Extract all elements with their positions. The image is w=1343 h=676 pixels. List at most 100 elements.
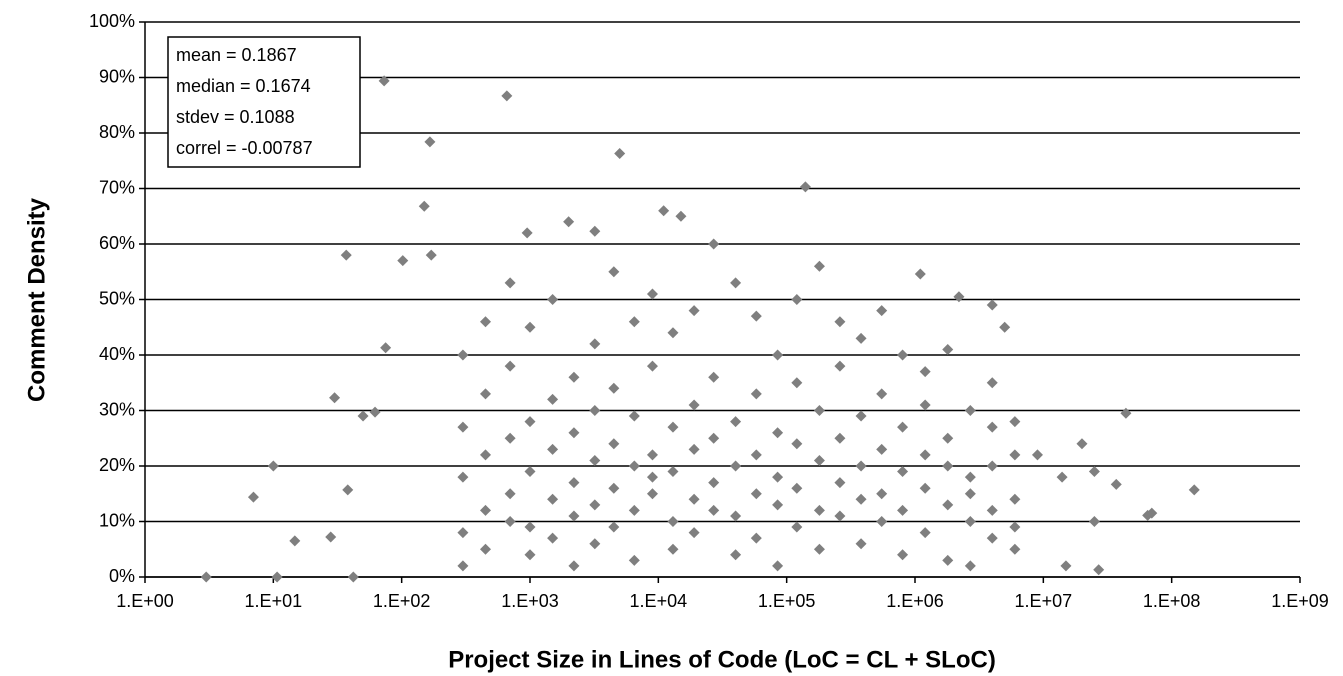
point bbox=[646, 288, 658, 300]
point bbox=[750, 488, 762, 500]
point bbox=[791, 482, 803, 494]
point bbox=[914, 268, 926, 280]
point bbox=[628, 316, 640, 328]
point bbox=[271, 571, 283, 583]
point bbox=[589, 225, 601, 237]
point bbox=[876, 305, 888, 317]
point bbox=[589, 454, 601, 466]
y-tick-label: 90% bbox=[99, 66, 135, 86]
point bbox=[200, 571, 212, 583]
point bbox=[457, 421, 469, 433]
point bbox=[688, 443, 700, 455]
point bbox=[897, 466, 909, 478]
point bbox=[919, 482, 931, 494]
point bbox=[1031, 449, 1043, 461]
point bbox=[834, 477, 846, 489]
point bbox=[897, 421, 909, 433]
point bbox=[730, 510, 742, 522]
point bbox=[479, 543, 491, 555]
point bbox=[855, 410, 867, 422]
point bbox=[1088, 466, 1100, 478]
point bbox=[1110, 478, 1122, 490]
point bbox=[799, 181, 811, 193]
y-tick-label: 70% bbox=[99, 177, 135, 197]
point bbox=[547, 443, 559, 455]
y-tick-label: 30% bbox=[99, 399, 135, 419]
point bbox=[919, 366, 931, 378]
point bbox=[999, 321, 1011, 333]
point bbox=[646, 449, 658, 461]
point bbox=[667, 516, 679, 527]
y-tick-label: 40% bbox=[99, 344, 135, 364]
point bbox=[750, 532, 762, 544]
point bbox=[986, 299, 998, 311]
point bbox=[628, 554, 640, 566]
point bbox=[568, 510, 580, 522]
point bbox=[834, 316, 846, 328]
point bbox=[369, 406, 381, 418]
point bbox=[340, 249, 352, 261]
point bbox=[589, 538, 601, 550]
point bbox=[504, 432, 516, 444]
point bbox=[1093, 564, 1105, 576]
x-tick-label: 1.E+05 bbox=[758, 591, 816, 611]
point bbox=[855, 493, 867, 505]
point bbox=[897, 504, 909, 516]
point bbox=[675, 210, 687, 222]
point bbox=[688, 399, 700, 411]
point bbox=[457, 349, 469, 361]
point bbox=[964, 488, 976, 500]
point bbox=[772, 499, 784, 511]
point bbox=[919, 449, 931, 461]
point bbox=[688, 527, 700, 539]
point bbox=[1076, 438, 1088, 450]
point bbox=[547, 532, 559, 544]
stats-text: median = 0.1674 bbox=[176, 76, 311, 96]
point bbox=[1088, 516, 1100, 527]
point bbox=[1146, 507, 1158, 519]
point bbox=[750, 310, 762, 322]
x-axis-title: Project Size in Lines of Code (LoC = CL … bbox=[448, 646, 996, 673]
point bbox=[942, 499, 954, 511]
point bbox=[378, 75, 390, 87]
point bbox=[942, 460, 954, 472]
point bbox=[521, 227, 533, 239]
point bbox=[667, 466, 679, 478]
point bbox=[479, 504, 491, 516]
point bbox=[646, 488, 658, 500]
x-tick-label: 1.E+03 bbox=[501, 591, 559, 611]
point bbox=[708, 238, 720, 250]
point bbox=[1009, 493, 1021, 505]
x-tick-label: 1.E+02 bbox=[373, 591, 431, 611]
point bbox=[772, 427, 784, 439]
y-tick-label: 10% bbox=[99, 510, 135, 530]
point bbox=[791, 294, 803, 305]
x-tick-label: 1.E+04 bbox=[630, 591, 688, 611]
point bbox=[964, 405, 976, 416]
point bbox=[504, 488, 516, 500]
x-tick-label: 1.E+01 bbox=[245, 591, 303, 611]
point bbox=[688, 305, 700, 317]
point bbox=[589, 405, 601, 416]
point bbox=[628, 504, 640, 516]
point bbox=[1188, 484, 1200, 496]
point bbox=[608, 438, 620, 450]
point bbox=[568, 427, 580, 439]
point bbox=[347, 571, 359, 583]
point bbox=[897, 549, 909, 561]
point bbox=[730, 460, 742, 472]
point bbox=[424, 136, 436, 148]
point bbox=[457, 527, 469, 539]
point bbox=[730, 277, 742, 289]
point bbox=[1009, 416, 1021, 428]
point bbox=[524, 549, 536, 561]
point bbox=[628, 460, 640, 472]
stats-text: correl = -0.00787 bbox=[176, 138, 313, 158]
point bbox=[986, 421, 998, 433]
y-tick-label: 100% bbox=[89, 11, 135, 31]
point bbox=[986, 377, 998, 389]
point bbox=[589, 499, 601, 511]
x-tick-label: 1.E+06 bbox=[886, 591, 944, 611]
